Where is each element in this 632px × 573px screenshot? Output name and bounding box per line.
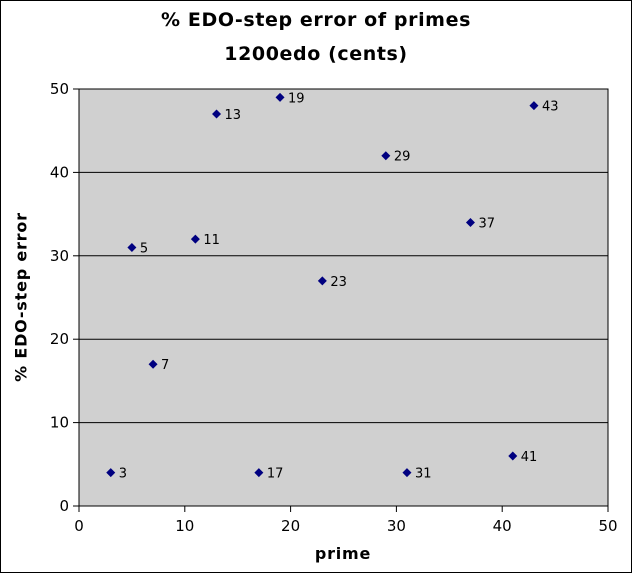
y-tick-label: 10: [50, 414, 69, 432]
data-point: [275, 92, 285, 102]
data-label: 17: [267, 467, 284, 482]
data-label: 19: [288, 91, 305, 106]
data-label: 23: [330, 275, 347, 290]
data-point: [212, 109, 222, 119]
x-tick-label: 30: [387, 517, 406, 535]
data-label: 3: [119, 467, 127, 482]
x-tick-label: 20: [281, 517, 300, 535]
data-point: [508, 451, 518, 461]
data-label: 43: [542, 100, 559, 115]
data-label: 37: [478, 216, 495, 231]
y-tick-label: 0: [59, 497, 69, 515]
data-point: [529, 101, 539, 111]
y-tick-label: 40: [50, 163, 69, 181]
chart-title: % EDO-step error of primes: [161, 9, 471, 31]
data-point: [127, 242, 137, 252]
x-tick-label: 0: [74, 517, 84, 535]
data-point: [106, 468, 116, 478]
y-tick-label: 30: [50, 247, 69, 265]
data-label: 31: [415, 467, 432, 482]
data-label: 5: [140, 241, 148, 256]
chart-subtitle: 1200edo (cents): [224, 43, 408, 65]
y-tick-label: 50: [50, 80, 69, 98]
data-label: 29: [394, 150, 411, 165]
plot-area: [79, 89, 608, 506]
x-tick-label: 50: [598, 517, 617, 535]
data-label: 41: [521, 450, 538, 465]
x-axis-title: prime: [314, 544, 372, 563]
data-label: 13: [225, 108, 242, 123]
y-tick-label: 20: [50, 330, 69, 348]
plot-border: [78, 88, 609, 507]
data-point: [190, 234, 200, 244]
data-label: 11: [203, 233, 220, 248]
data-label: 7: [161, 358, 169, 373]
data-point: [381, 151, 391, 161]
x-tick-label: 40: [493, 517, 512, 535]
y-axis-title: % EDO-step error: [11, 212, 31, 382]
data-point: [317, 276, 327, 286]
data-point: [465, 217, 475, 227]
data-point: [402, 468, 412, 478]
x-tick-label: 10: [175, 517, 194, 535]
data-point: [148, 359, 158, 369]
